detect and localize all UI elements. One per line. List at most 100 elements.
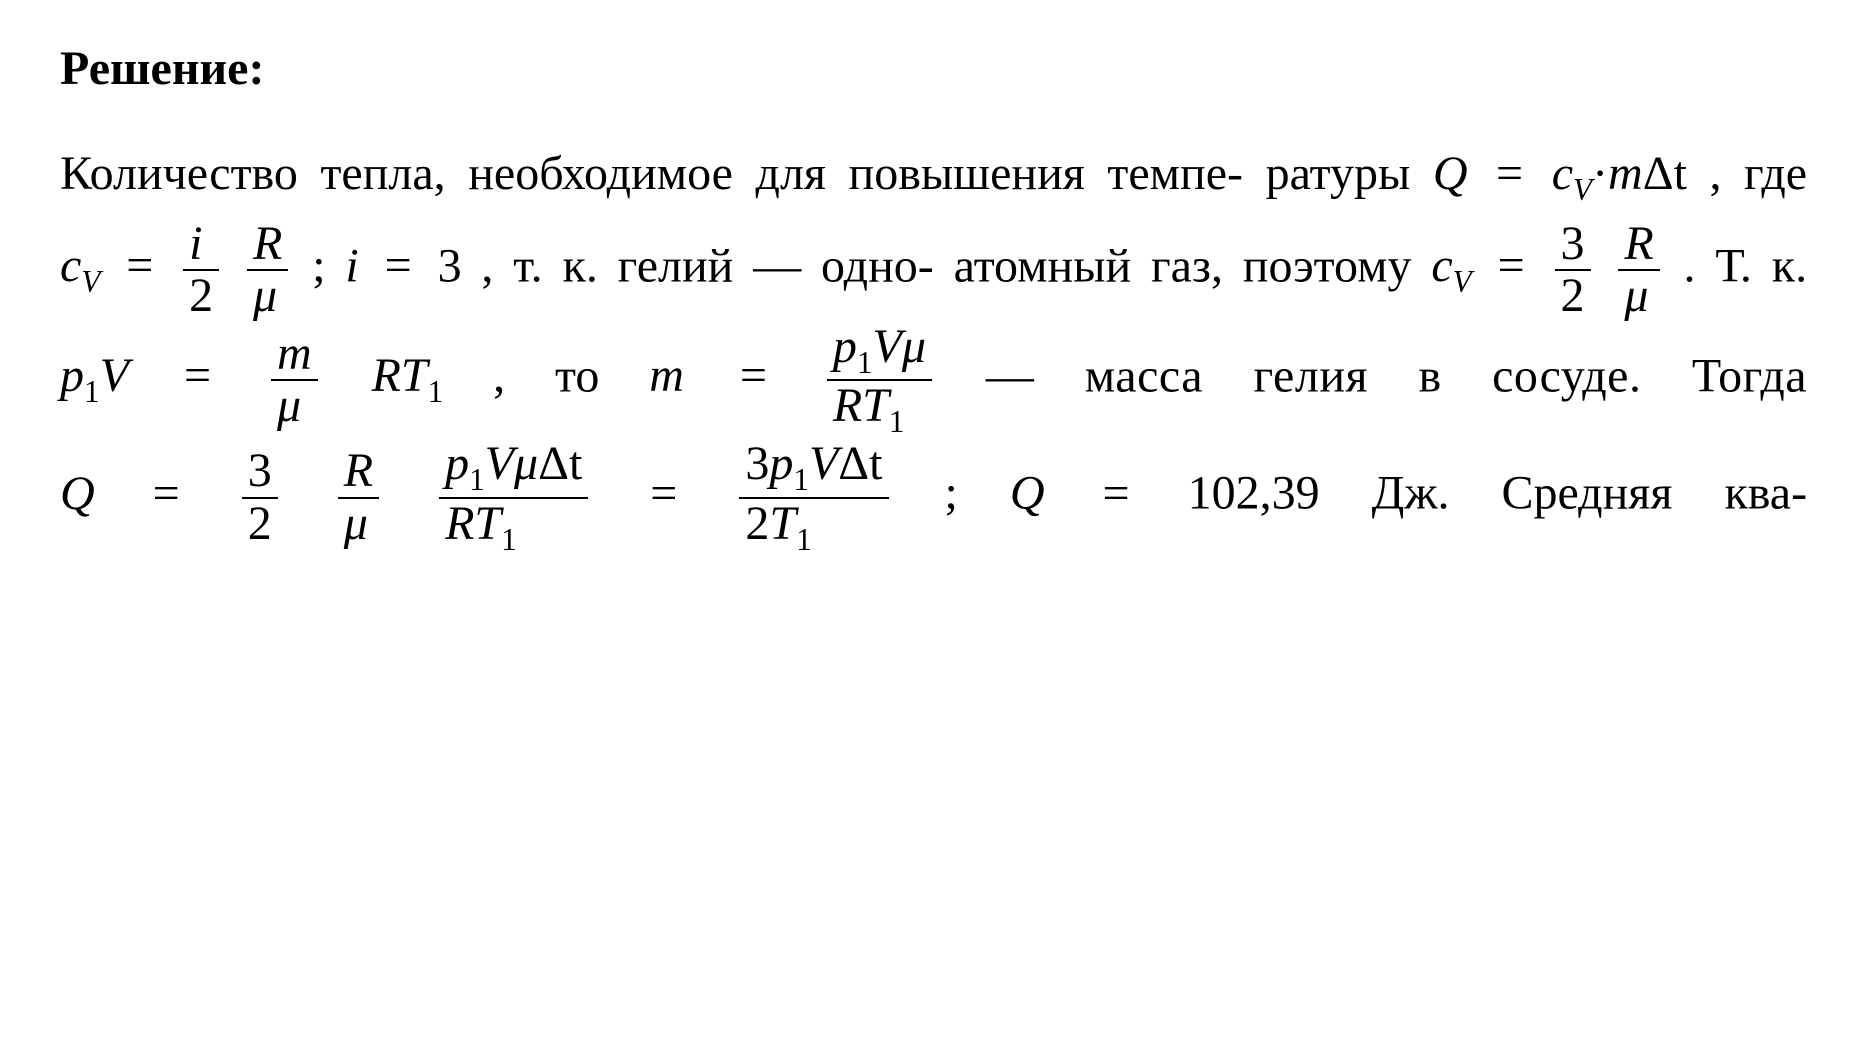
frac-i-over-2: i 2	[183, 219, 219, 322]
text-line-2b: , где	[1709, 147, 1807, 200]
frac-pVmu-over-RT1: p1Vμ RT1	[827, 322, 932, 439]
sym-p: p	[60, 349, 84, 402]
sym-V: V	[100, 349, 128, 402]
sym-c: c	[60, 239, 81, 292]
formula-cV-iR2mu: cV = i 2 R μ	[60, 239, 312, 292]
solution-body: Количество тепла, необходимое для повыше…	[60, 128, 1807, 557]
sym-c: c	[1552, 147, 1573, 200]
sym-m: m	[277, 327, 312, 380]
num-3: 3	[1561, 217, 1585, 270]
sym-mu: μ	[514, 437, 538, 490]
sub-1: 1	[501, 521, 517, 556]
sym-T: T	[474, 497, 501, 550]
text-semicolon-2: ;	[945, 467, 1010, 520]
Q-numeric-value: 102,39	[1188, 467, 1320, 520]
sub-1: 1	[793, 462, 809, 497]
sym-p: p	[769, 437, 793, 490]
frac-R-over-mu: R μ	[338, 446, 379, 549]
sub-1: 1	[796, 521, 812, 556]
sym-V: V	[872, 320, 901, 373]
text-line-5b: Дж. Средняя ква-	[1372, 467, 1808, 520]
equals-sign: =	[1490, 147, 1529, 200]
sym-c: c	[1431, 239, 1452, 292]
document-page: Решение: Количество тепла, необходимое д…	[0, 0, 1867, 1041]
sub-1: 1	[469, 462, 485, 497]
sym-R: R	[445, 497, 474, 550]
sub-1: 1	[84, 374, 100, 409]
frac-R-over-mu: R μ	[247, 219, 288, 322]
equals-sign: =	[1492, 239, 1531, 292]
sym-V: V	[485, 437, 514, 490]
num-2: 2	[745, 497, 769, 550]
equals-sign: =	[178, 349, 217, 402]
sub-V: V	[81, 264, 100, 299]
formula-Q-equals-cmdt: Q = cV·mΔt	[1433, 147, 1710, 200]
sym-p: p	[445, 437, 469, 490]
sym-T: T	[401, 349, 428, 402]
equals-sign: =	[379, 239, 418, 292]
frac-m-over-mu: m μ	[271, 329, 318, 432]
sym-mu: μ	[277, 379, 301, 432]
text-line-1: Количество тепла, необходимое для повыше…	[60, 147, 1243, 200]
solution-heading: Решение:	[60, 40, 1807, 98]
sym-mu: μ	[344, 497, 368, 550]
sub-1: 1	[428, 374, 444, 409]
sym-p: p	[833, 320, 857, 373]
sub-V: V	[1453, 264, 1472, 299]
sym-delta-t: Δt	[1643, 147, 1687, 200]
sym-delta-t: Δt	[838, 437, 882, 490]
sym-V: V	[809, 437, 838, 490]
text-line-4b: — масса гелия в сосуде. Тогда	[986, 349, 1807, 402]
formula-Q-value: Q = 102,39	[1010, 467, 1372, 520]
frac-3-over-2: 3 2	[242, 446, 278, 549]
num-2: 2	[189, 269, 213, 322]
sub-V: V	[1573, 172, 1592, 207]
text-line-2a: ратуры	[1266, 147, 1433, 200]
text-line-3b: . Т. к.	[1684, 239, 1808, 292]
num-2: 2	[248, 497, 272, 550]
sym-R: R	[833, 379, 862, 432]
num-3: 3	[438, 239, 462, 292]
formula-Q-chain: Q = 3 2 R μ p1VμΔt RT1 = 3p1VΔt	[60, 467, 945, 520]
num-2: 2	[1561, 269, 1585, 322]
formula-m-eq-pVmu-over-RT: m = p1Vμ RT1	[649, 349, 986, 402]
text-comma: ,	[493, 349, 505, 402]
sym-T: T	[769, 497, 796, 550]
num-3: 3	[248, 444, 272, 497]
frac-R-over-mu: R μ	[1618, 219, 1659, 322]
formula-cV-3R2mu: cV = 3 2 R μ	[1431, 239, 1683, 292]
equals-sign: =	[120, 239, 159, 292]
sym-i: i	[345, 239, 358, 292]
sym-R: R	[372, 349, 401, 402]
sub-1: 1	[857, 344, 873, 379]
sym-Q: Q	[1010, 467, 1045, 520]
sym-delta-t: Δt	[538, 437, 582, 490]
frac-pVmuDt-over-RT1: p1VμΔt RT1	[439, 439, 588, 556]
formula-pV-eq-mRTmu: p1V = m μ RT1	[60, 349, 493, 402]
sym-m: m	[1608, 147, 1643, 200]
formula-i-eq-3: i = 3	[345, 239, 481, 292]
dot: ·	[1592, 147, 1608, 200]
sym-Q: Q	[60, 467, 95, 520]
sym-i: i	[189, 217, 202, 270]
sym-mu: μ	[902, 320, 926, 373]
text-line-4a: то	[555, 349, 649, 402]
equals-sign: =	[1097, 467, 1136, 520]
sym-mu: μ	[253, 269, 277, 322]
equals-sign: =	[147, 467, 186, 520]
equals-sign: =	[644, 467, 683, 520]
sub-1: 1	[889, 404, 905, 439]
sym-T: T	[862, 379, 889, 432]
sym-m: m	[649, 349, 684, 402]
sym-mu: μ	[1624, 269, 1648, 322]
text-line-2d: , т. к. гелий — одно-	[481, 239, 933, 292]
text-semicolon: ;	[312, 239, 345, 292]
num-3: 3	[745, 437, 769, 490]
sym-R: R	[344, 444, 373, 497]
sym-Q: Q	[1433, 147, 1468, 200]
sym-R: R	[253, 217, 282, 270]
frac-3-over-2: 3 2	[1555, 219, 1591, 322]
equals-sign: =	[734, 349, 773, 402]
frac-3pVDt-over-2T1: 3p1VΔt 2T1	[739, 439, 888, 556]
sym-R: R	[1624, 217, 1653, 270]
